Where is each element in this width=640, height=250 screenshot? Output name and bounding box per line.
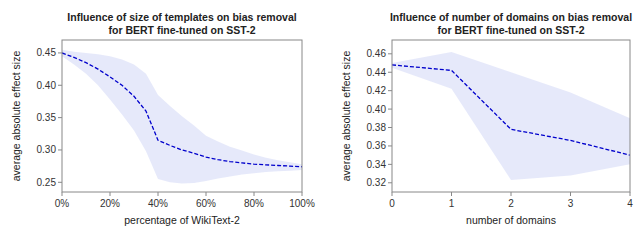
y-tick: [388, 164, 392, 165]
x-tick-label: 1: [449, 198, 455, 209]
figure: 0% 20% 40% 60% 80% 100% 0.25 0.30 0.35 0.40 0.45 pe…: [0, 0, 640, 250]
x-tick: [62, 192, 63, 196]
y-tick: [388, 127, 392, 128]
frame: [392, 40, 630, 192]
y-tick-label: 0.35: [37, 112, 57, 123]
y-tick: [58, 117, 62, 118]
band: [392, 52, 630, 180]
title: Influence of size of templates on bias r…: [67, 11, 296, 36]
x-tick: [511, 192, 512, 196]
y-tick-label: 0.32: [367, 177, 387, 188]
y-tick: [388, 182, 392, 183]
band: [62, 50, 302, 184]
x-tick-label: 2: [508, 198, 514, 209]
x-tick-label: 100%: [289, 198, 315, 209]
x-tick-label: 0%: [55, 198, 70, 209]
y-tick-label: 0.38: [367, 122, 387, 133]
y-tick: [58, 149, 62, 150]
y-tick-label: 0.44: [367, 67, 387, 78]
y-axis-label: average absolute effect size: [340, 51, 352, 182]
x-tick-label: 3: [568, 198, 574, 209]
line: [62, 53, 302, 167]
y-tick-label: 0.46: [367, 48, 387, 59]
x-tick: [630, 192, 631, 196]
x-tick: [570, 192, 571, 196]
y-tick-label: 0.36: [367, 140, 387, 151]
x-tick-label: 20%: [100, 198, 120, 209]
y-tick-label: 0.30: [37, 144, 57, 155]
y-tick: [388, 109, 392, 110]
y-tick: [388, 145, 392, 146]
x-axis-label: number of domains: [466, 214, 556, 226]
x-tick: [158, 192, 159, 196]
plot-area: [392, 52, 630, 180]
y-axis-label: average absolute effect size: [10, 51, 22, 182]
x-tick-label: 60%: [196, 198, 216, 209]
x-axis-label: percentage of WikiText-2: [124, 214, 240, 226]
y-tick-label: 0.40: [37, 80, 57, 91]
frame: [62, 40, 302, 192]
y-tick: [58, 52, 62, 53]
y-tick: [58, 182, 62, 183]
x-tick: [451, 192, 452, 196]
title: Influence of number of domains on bias r…: [390, 11, 632, 36]
panel: 0 1 2 3 4 0.32 0.34 0.36 0.38 0.40 0.42 0.44 0.46 num…: [340, 11, 633, 226]
y-tick: [388, 90, 392, 91]
y-tick: [388, 72, 392, 73]
x-tick: [254, 192, 255, 196]
x-tick: [206, 192, 207, 196]
y-tick: [388, 53, 392, 54]
panel: 0% 20% 40% 60% 80% 100% 0.25 0.30 0.35 0.40 0.45 pe…: [10, 11, 315, 226]
x-tick: [392, 192, 393, 196]
y-tick-label: 0.25: [37, 177, 57, 188]
x-tick: [110, 192, 111, 196]
x-tick: [302, 192, 303, 196]
x-tick-label: 80%: [244, 198, 264, 209]
y-tick-label: 0.45: [37, 47, 57, 58]
x-tick-label: 4: [627, 198, 633, 209]
y-tick-label: 0.42: [367, 85, 387, 96]
y-tick-label: 0.34: [367, 159, 387, 170]
line: [392, 65, 630, 155]
y-tick-label: 0.40: [367, 104, 387, 115]
x-tick-label: 0: [389, 198, 395, 209]
plot-area: [62, 50, 302, 184]
x-tick-label: 40%: [148, 198, 168, 209]
y-tick: [58, 85, 62, 86]
